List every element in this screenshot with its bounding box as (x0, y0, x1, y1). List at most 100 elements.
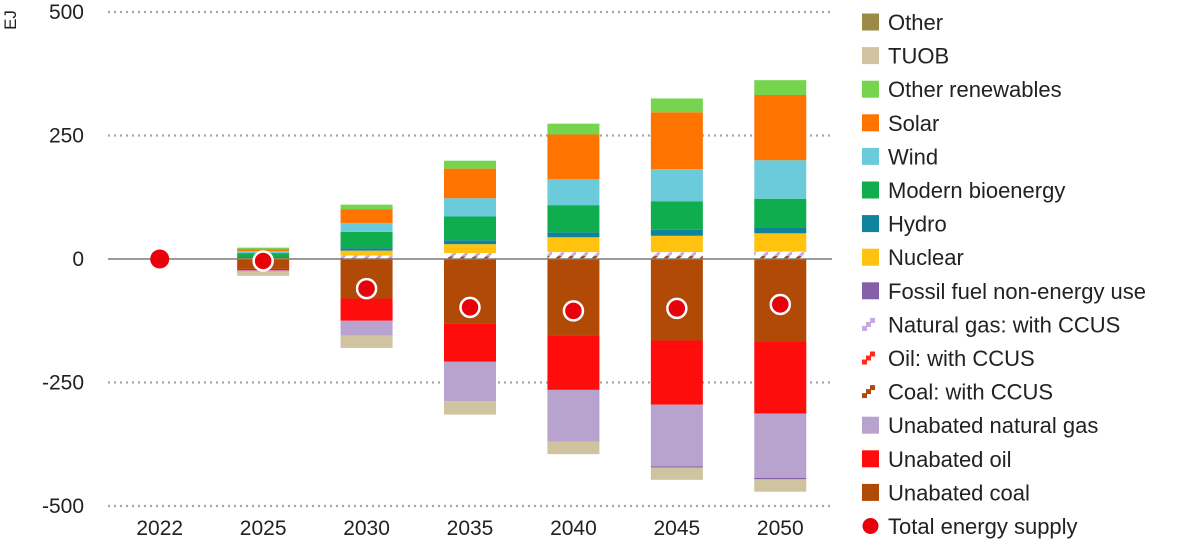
legend-item-wind: Wind (862, 144, 938, 169)
x-tick-label-2022: 2022 (136, 517, 183, 540)
legend-swatch-total-energy-supply (862, 518, 879, 534)
x-tick-label-2035: 2035 (447, 517, 494, 540)
legend: Other TUOB Other renewables Solar Wind Modern… (862, 10, 1146, 539)
bar-2025-solar (237, 249, 290, 252)
total-marker-2025 (252, 250, 274, 272)
legend-swatch-tuob (862, 47, 879, 65)
total-marker-2035 (459, 296, 481, 319)
bar-2045-unabated-natural-gas (650, 404, 703, 467)
y-tick-label: 0 (72, 248, 84, 271)
bar-2035-unabated-natural-gas (444, 361, 496, 402)
bar-2030-tuob (340, 335, 393, 348)
bar-2050-wind (754, 160, 807, 199)
y-tick-label: -250 (42, 372, 84, 395)
legend-item-other-renewables: Other renewables (862, 77, 1062, 102)
bar-2035-unabated-oil (444, 323, 496, 362)
total-marker-2030 (355, 277, 378, 300)
legend-item-nuclear: Nuclear (862, 245, 964, 270)
legend-label: Other renewables (888, 77, 1062, 102)
y-axis-label: EJ (1, 10, 20, 30)
total-markers (150, 249, 792, 322)
y-tick-label: 500 (49, 1, 84, 24)
x-tick-label-2025: 2025 (240, 517, 287, 540)
legend-swatch-oil-with-ccus (862, 351, 875, 365)
legend-item-modern-bioenergy: Modern bioenergy (862, 178, 1065, 203)
bar-2050-solar (754, 94, 807, 161)
legend-swatch-hydro (862, 215, 879, 233)
legend-item-unabated-natural-gas: Unabated natural gas (862, 413, 1098, 438)
legend-label: Nuclear (888, 245, 964, 270)
bar-2040-unabated-oil (547, 335, 600, 390)
legend-item-solar: Solar (862, 111, 939, 136)
legend-item-tuob: TUOB (862, 44, 949, 69)
x-tick-label-2030: 2030 (343, 517, 390, 540)
legend-swatch-other-renewables (862, 80, 879, 98)
bar-2040-unabated-coal (547, 259, 600, 336)
bar-2050-coal-with-ccus (754, 256, 807, 259)
legend-swatch-other (862, 13, 879, 31)
total-marker-2050 (769, 293, 792, 316)
bar-2045-hydro (650, 229, 703, 236)
legend-label: Coal: with CCUS (888, 380, 1053, 405)
legend-label: TUOB (888, 44, 949, 69)
x-tick-label-2050: 2050 (757, 517, 804, 540)
bar-2040-tuob (547, 441, 600, 455)
bar-2045-coal-with-ccus (650, 256, 703, 259)
bar-2030-other-renewables (340, 204, 393, 210)
legend-label: Total energy supply (888, 514, 1078, 539)
bar-2050-other-renewables (754, 80, 807, 95)
bar-2030-natural-gas-with-ccus (340, 255, 393, 259)
legend-label: Unabated oil (888, 447, 1012, 472)
bar-2050-natural-gas-with-ccus (754, 251, 807, 257)
bar-2030-solar (340, 209, 393, 223)
bar-2050-unabated-oil (754, 341, 807, 414)
legend-swatch-unabated-natural-gas (862, 416, 879, 434)
bar-2040-wind (547, 178, 600, 206)
bar-2040-other-renewables (547, 123, 600, 135)
x-tick-label-2045: 2045 (653, 517, 700, 540)
legend-swatch-unabated-coal (862, 483, 879, 501)
y-axis-ticks: 500 250 0 -250 -500 (42, 1, 84, 518)
total-marker-2040 (562, 300, 585, 322)
legend-swatch-nuclear (862, 248, 879, 266)
bar-2035-tuob (444, 401, 496, 415)
bar-2050-fossil-fuel-non-energy-use (754, 477, 807, 480)
legend-swatch-wind (862, 147, 879, 165)
bar-2035-other-renewables (444, 160, 496, 169)
bar-2035-solar (444, 168, 496, 199)
bar-2050-nuclear (754, 233, 807, 252)
total-marker-2045 (666, 297, 688, 320)
legend-item-natural-gas-with-ccus: Natural gas: with CCUS (862, 312, 1120, 337)
bar-2045-tuob (650, 467, 703, 480)
y-tick-label: 250 (49, 125, 84, 148)
x-tick-label-2040: 2040 (550, 517, 597, 540)
legend-label: Solar (888, 111, 939, 136)
bar-2030-unabated-oil (340, 298, 393, 321)
bar-2045-other-renewables (650, 98, 703, 113)
bars (237, 80, 807, 492)
legend-item-hydro: Hydro (862, 212, 947, 237)
bar-2035-modern-bioenergy (444, 216, 496, 241)
legend-label: Unabated natural gas (888, 413, 1098, 438)
legend-label: Wind (888, 144, 938, 169)
bar-2040-hydro (547, 232, 600, 238)
legend-item-other: Other (862, 10, 943, 35)
bar-2030-wind (340, 222, 393, 232)
bar-2030-unabated-natural-gas (340, 320, 393, 336)
x-axis-ticks: 2022 2025 2030 2035 2040 2045 2050 (136, 517, 803, 540)
bar-2030-hydro (340, 248, 393, 251)
legend-label: Natural gas: with CCUS (888, 312, 1120, 337)
legend-item-coal-with-ccus: Coal: with CCUS (862, 380, 1053, 405)
bar-2035-nuclear (444, 244, 496, 254)
bar-2050-modern-bioenergy (754, 198, 807, 228)
bar-2035-hydro (444, 240, 496, 245)
bar-2025-other-renewables (237, 247, 290, 250)
legend-item-unabated-coal: Unabated coal (862, 480, 1030, 505)
legend-label: Oil: with CCUS (888, 346, 1035, 371)
legend-item-total-energy-supply: Total energy supply (862, 514, 1078, 539)
bar-2040-nuclear (547, 237, 600, 253)
bar-2045-fossil-fuel-non-energy-use (650, 466, 703, 468)
bar-2045-natural-gas-with-ccus (650, 252, 703, 257)
